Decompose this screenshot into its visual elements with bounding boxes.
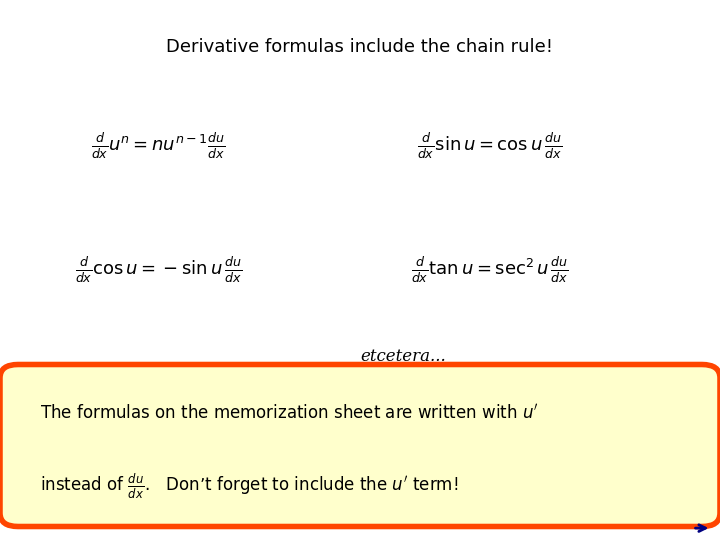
Text: instead of $\frac{du}{dx}$.   Don’t forget to include the $u'$ term!: instead of $\frac{du}{dx}$. Don’t forget… — [40, 471, 458, 501]
Text: $\frac{d}{dx}u^n = nu^{n-1}\frac{du}{dx}$: $\frac{d}{dx}u^n = nu^{n-1}\frac{du}{dx}… — [91, 131, 225, 160]
Text: $\frac{d}{dx}\sin u = \cos u\,\frac{du}{dx}$: $\frac{d}{dx}\sin u = \cos u\,\frac{du}{… — [417, 131, 562, 160]
FancyBboxPatch shape — [0, 364, 720, 526]
Text: The formulas on the memorization sheet are written with $u'$: The formulas on the memorization sheet a… — [40, 403, 538, 423]
Text: $\frac{d}{dx}\tan u = \sec^2 u\,\frac{du}{dx}$: $\frac{d}{dx}\tan u = \sec^2 u\,\frac{du… — [410, 255, 569, 285]
Text: $\frac{d}{dx}\cos u = -\sin u\,\frac{du}{dx}$: $\frac{d}{dx}\cos u = -\sin u\,\frac{du}… — [75, 255, 242, 285]
Text: etcetera...: etcetera... — [360, 348, 446, 365]
Text: Derivative formulas include the chain rule!: Derivative formulas include the chain ru… — [166, 38, 554, 56]
